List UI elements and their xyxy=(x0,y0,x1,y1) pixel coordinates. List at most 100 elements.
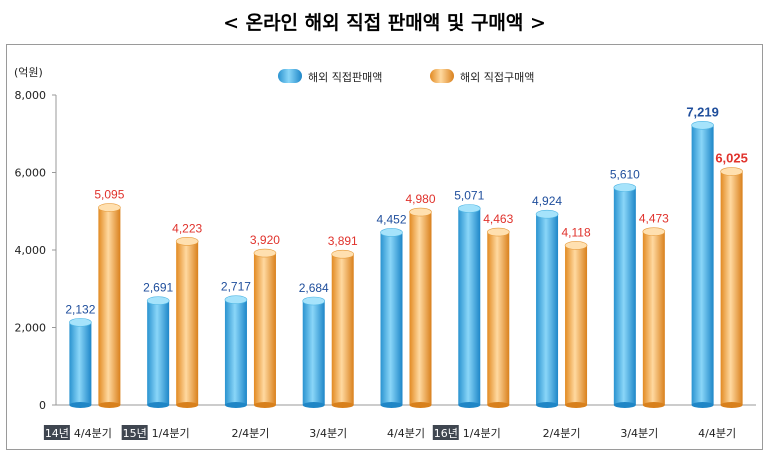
x-tick-label: 3/4분기 xyxy=(620,427,658,440)
bar-body xyxy=(380,232,403,405)
bar-body xyxy=(409,212,432,405)
legend-swatch xyxy=(278,69,302,83)
bar-base xyxy=(720,402,743,408)
bar-sales: 2,684 xyxy=(299,281,329,408)
bar-body xyxy=(458,208,481,405)
bar-purchases: 3,891 xyxy=(328,234,358,408)
bar-cap xyxy=(691,120,714,130)
bar-cap xyxy=(720,167,743,176)
bar-purchases: 6,025 xyxy=(715,151,748,408)
bar-cap xyxy=(409,207,432,217)
bar-base xyxy=(302,402,325,408)
data-label: 2,691 xyxy=(143,281,173,295)
x-tick-label: 2/4분기 xyxy=(231,427,269,440)
bar-cap xyxy=(302,296,326,306)
bar-cap xyxy=(69,318,92,327)
x-tick-label: 2/4분기 xyxy=(543,427,581,440)
bar-cap xyxy=(224,295,248,305)
bar-body xyxy=(224,299,247,405)
bar-cap xyxy=(457,204,481,213)
quarter-label: 2/4분기 xyxy=(231,427,269,440)
data-label: 4,118 xyxy=(561,225,590,239)
bar-body xyxy=(565,245,588,405)
bar-sales: 4,452 xyxy=(376,212,407,408)
bar-cap xyxy=(253,248,277,258)
legend-label: 해외 직접구매액 xyxy=(460,70,534,84)
bar-base xyxy=(176,402,199,408)
x-axis: 14년 4/4분기 15년 1/4분기 2/4분기 3/4분기 4/4분기 16년 1/4분기 2… xyxy=(43,425,736,440)
bar-sales: 5,071 xyxy=(454,188,485,408)
bar-base xyxy=(409,402,432,408)
legend-label: 해외 직접판매액 xyxy=(308,70,382,84)
bar-base xyxy=(253,402,276,408)
x-tick-label: 14년 4/4분기 xyxy=(43,425,112,440)
bars: 2,132 2,691 2,717 2,684 4,452 5,071 4,924 5,610… xyxy=(65,104,748,408)
bar-cap xyxy=(613,183,637,192)
data-label: 5,610 xyxy=(610,168,640,182)
quarter-label: 1/4분기 xyxy=(152,427,190,440)
y-axis: 0 2,000 4,000 6,000 8,000 xyxy=(15,89,756,412)
bar-base xyxy=(69,402,92,408)
x-tick-label: 3/4분기 xyxy=(309,427,347,440)
quarter-label: 4/4분기 xyxy=(698,427,736,440)
bar-sales: 5,610 xyxy=(610,168,640,408)
data-label: 4,980 xyxy=(405,192,435,206)
bar-body xyxy=(536,214,559,405)
year-badge xyxy=(43,425,70,440)
bar-cap xyxy=(564,241,588,250)
bar-purchases: 4,463 xyxy=(483,212,514,408)
data-label: 4,452 xyxy=(376,212,406,226)
bar-body xyxy=(69,322,92,405)
data-label: 6,025 xyxy=(715,151,748,166)
bar-purchases: 4,223 xyxy=(172,221,203,408)
y-tick-label: 4,000 xyxy=(15,244,47,257)
year-label: 16년 xyxy=(434,427,458,440)
bar-body xyxy=(98,207,121,405)
data-label: 5,095 xyxy=(94,188,124,202)
data-label: 2,717 xyxy=(221,280,251,294)
y-axis-title: (억원) xyxy=(14,66,43,79)
bar-base xyxy=(613,402,636,408)
bar-base xyxy=(147,402,170,408)
x-tick-label: 15년 1/4분기 xyxy=(121,425,190,440)
quarter-label: 3/4분기 xyxy=(620,427,658,440)
quarter-label: 1/4분기 xyxy=(463,427,501,440)
bar-body xyxy=(720,171,743,405)
x-tick-label: 4/4분기 xyxy=(698,427,736,440)
bar-cap xyxy=(380,228,403,237)
bar-cap xyxy=(146,296,170,306)
data-label: 5,071 xyxy=(454,188,484,202)
bar-base xyxy=(380,402,403,408)
y-tick-label: 2,000 xyxy=(15,322,47,335)
bar-purchases: 4,118 xyxy=(561,225,591,408)
bar-body xyxy=(176,241,199,405)
bar-body xyxy=(642,231,665,405)
year-label: 15년 xyxy=(123,427,147,440)
data-label: 4,223 xyxy=(172,221,202,235)
quarter-label: 4/4분기 xyxy=(387,427,425,440)
bar-body xyxy=(487,232,510,405)
bar-base xyxy=(98,402,121,408)
year-badge xyxy=(121,425,148,440)
bar-cap xyxy=(535,209,559,219)
bar-base xyxy=(224,402,247,408)
bar-cap xyxy=(486,227,510,237)
data-label: 2,132 xyxy=(65,302,95,316)
bar-body xyxy=(691,125,714,406)
bar-sales: 4,924 xyxy=(532,194,562,408)
bar-body xyxy=(613,187,636,405)
legend-swatch xyxy=(430,69,454,83)
bar-body xyxy=(253,253,276,405)
bar-sales: 2,691 xyxy=(143,281,174,408)
quarter-label: 4/4분기 xyxy=(74,427,112,440)
legend-item: 해외 직접구매액 xyxy=(430,69,534,84)
bar-base xyxy=(642,402,665,408)
bar-base xyxy=(536,402,559,408)
quarter-label: 3/4분기 xyxy=(309,427,347,440)
bar-cap xyxy=(331,249,355,259)
bar-purchases: 4,473 xyxy=(639,212,669,408)
bar-body xyxy=(331,254,354,405)
year-badge xyxy=(432,425,459,440)
bar-sales: 7,219 xyxy=(686,104,719,408)
bar-purchases: 3,920 xyxy=(250,233,280,408)
